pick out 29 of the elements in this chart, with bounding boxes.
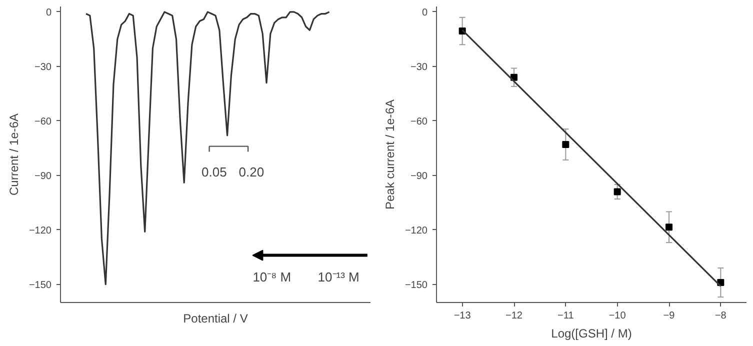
y-tick-label: −90 — [410, 170, 428, 182]
y-tick-label: −60 — [34, 116, 52, 128]
annotation: 0.05 — [202, 164, 227, 180]
y-tick-label: −150 — [404, 280, 428, 291]
y-tick-label: −150 — [28, 280, 52, 291]
x-tick-label: −8 — [714, 310, 727, 322]
annotation: 10⁻⁸ M — [252, 270, 292, 285]
y-tick-label: 0 — [422, 7, 428, 18]
y-tick-label: −30 — [34, 62, 52, 73]
x-axis-title: Log([GSH] / M) — [551, 326, 632, 340]
x-tick-label: −10 — [608, 310, 626, 322]
y-tick-label: −60 — [410, 116, 428, 128]
y-tick-label: −30 — [410, 62, 428, 73]
point — [666, 224, 672, 231]
y-tick-label: 0 — [46, 7, 52, 18]
y-tick-label: −120 — [28, 225, 52, 236]
y-axis-title: Peak current / 1e-6A — [382, 99, 397, 210]
x-tick-label: −11 — [558, 310, 574, 322]
x-tick-label: −13 — [454, 310, 472, 322]
point — [562, 141, 570, 148]
x-tick-label: −9 — [663, 310, 676, 322]
y-tick-label: −90 — [34, 170, 52, 182]
y-tick-label: −120 — [404, 225, 428, 236]
annotation: 10⁻¹³ M — [318, 270, 360, 285]
x-axis-title: Potential / V — [183, 312, 248, 326]
y-axis-title: Current / 1e-6A — [6, 113, 21, 196]
point — [614, 188, 621, 196]
annotation: 0.20 — [238, 164, 264, 180]
x-tick-label: −12 — [506, 310, 523, 322]
